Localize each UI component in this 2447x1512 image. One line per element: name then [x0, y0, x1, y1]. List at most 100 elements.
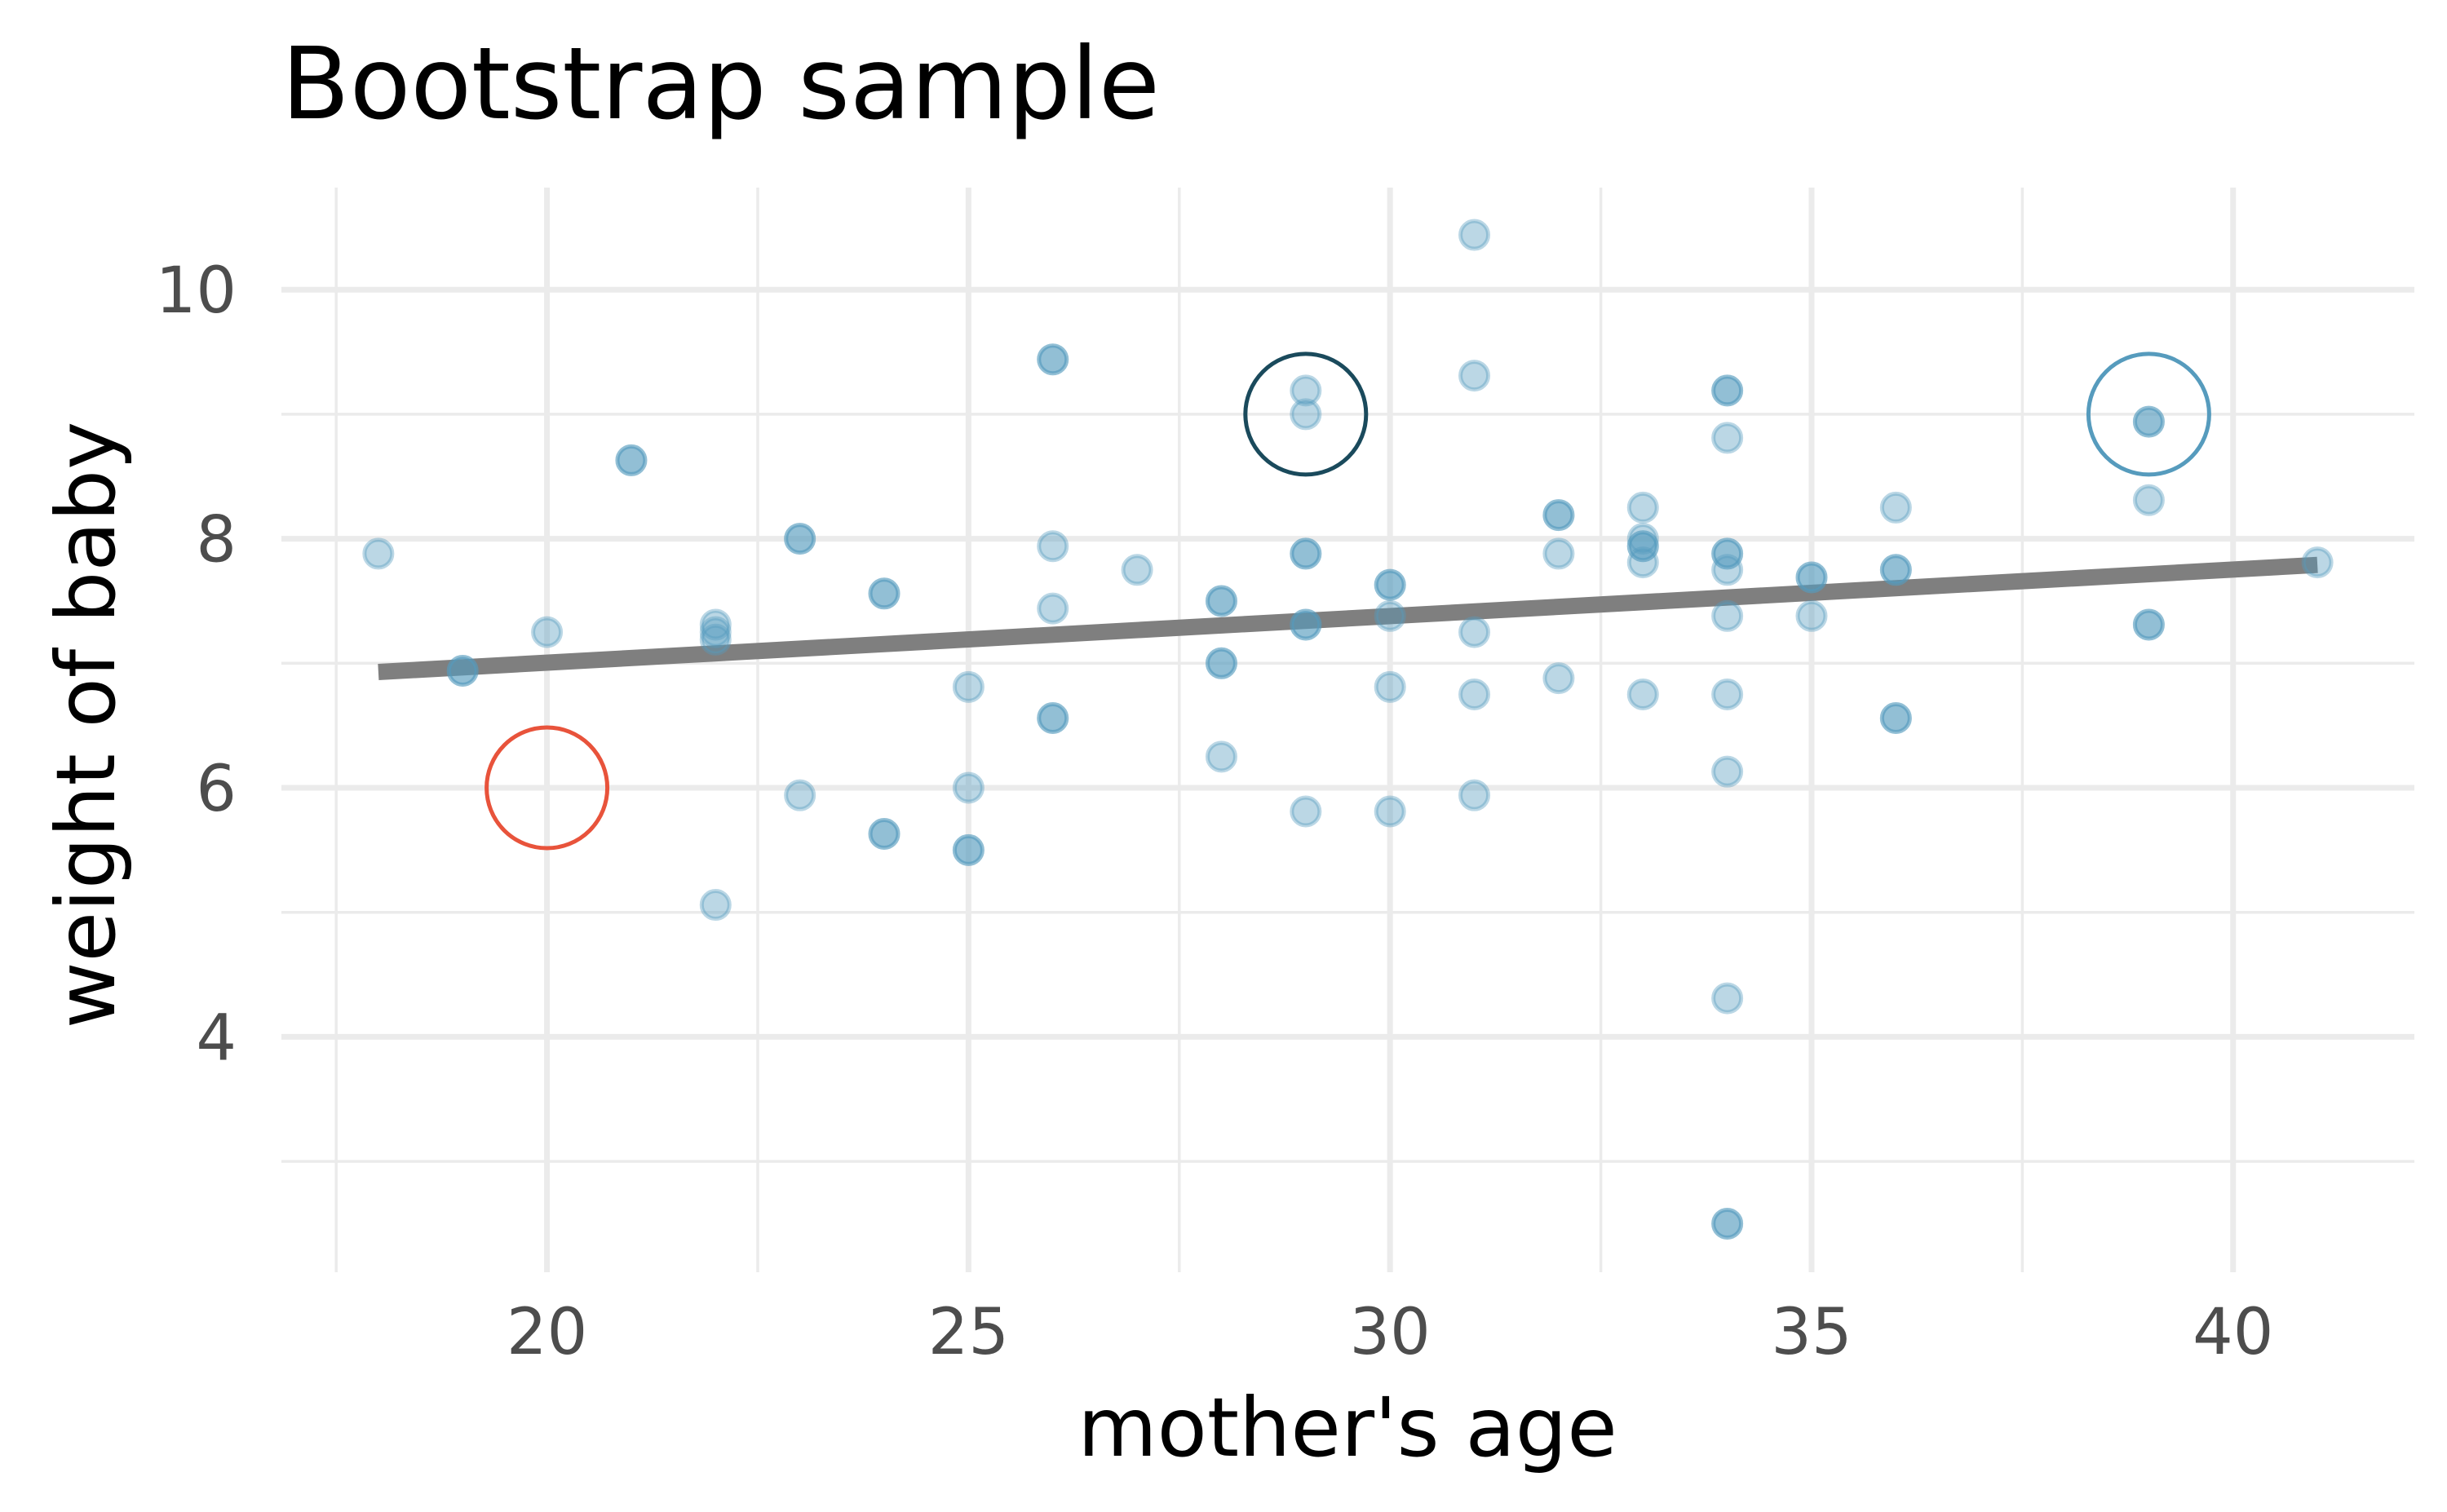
data-point — [1374, 599, 1406, 632]
data-point — [362, 537, 395, 570]
y-axis-title: weight of baby — [38, 422, 134, 1029]
data-point — [784, 779, 816, 811]
data-point — [784, 523, 816, 555]
data-point — [615, 444, 648, 476]
data-point — [1374, 795, 1406, 828]
y-tick-label: 6 — [196, 753, 237, 826]
data-point — [699, 623, 732, 656]
data-point — [1542, 537, 1575, 570]
data-point — [1290, 608, 1322, 641]
data-point — [1542, 662, 1575, 695]
highlight-circle — [2086, 351, 2211, 477]
data-point — [1626, 491, 1659, 524]
data-point — [952, 833, 985, 866]
data-point — [1795, 599, 1828, 632]
highlight-circles — [485, 351, 2211, 851]
highlight-circle — [485, 725, 610, 851]
data-point — [952, 833, 985, 866]
data-point — [1879, 491, 1912, 524]
data-point — [446, 654, 479, 687]
data-point — [1205, 647, 1237, 679]
data-point — [531, 616, 564, 648]
data-point — [1037, 701, 1069, 734]
data-point — [1458, 360, 1491, 392]
data-point — [1711, 1207, 1744, 1240]
data-point — [1205, 647, 1237, 679]
data-point — [1711, 422, 1744, 454]
x-tick-label: 35 — [1771, 1296, 1852, 1369]
data-points — [362, 219, 2334, 1240]
data-point — [1711, 374, 1744, 407]
data-point — [1458, 219, 1491, 251]
y-tick-label: 10 — [156, 254, 237, 328]
data-point — [2132, 484, 2165, 516]
data-point — [1626, 523, 1659, 555]
data-point — [1290, 398, 1322, 431]
data-point — [784, 523, 816, 555]
data-point — [1374, 670, 1406, 703]
data-point — [446, 654, 479, 687]
regression-line — [378, 556, 2318, 680]
data-point — [1626, 678, 1659, 710]
data-point — [1542, 499, 1575, 532]
data-point — [1711, 537, 1744, 570]
data-point — [1290, 608, 1322, 641]
data-point — [1458, 779, 1491, 811]
data-point — [1711, 1207, 1744, 1240]
data-point — [1711, 678, 1744, 710]
data-point — [1290, 537, 1322, 570]
x-tick-label: 40 — [2193, 1296, 2273, 1369]
x-axis-ticks: 20 25 30 35 40 — [507, 1296, 2273, 1369]
y-axis-ticks: 4 6 8 10 — [156, 254, 237, 1075]
data-point — [868, 577, 900, 610]
regression-line-group — [378, 556, 2318, 680]
y-tick-label: 4 — [196, 1001, 237, 1075]
data-point — [1795, 561, 1828, 594]
data-point — [699, 889, 732, 922]
data-point — [2132, 608, 2165, 641]
data-point — [1037, 343, 1069, 376]
data-point — [868, 818, 900, 851]
data-point — [2132, 405, 2165, 438]
y-tick-label: 8 — [196, 504, 237, 577]
data-point — [1711, 374, 1744, 407]
x-axis-title: mother's age — [1077, 1380, 1617, 1475]
data-point — [1879, 554, 1912, 586]
data-point — [1879, 701, 1912, 734]
data-point — [1879, 554, 1912, 586]
data-point — [1711, 755, 1744, 788]
data-point — [1626, 530, 1659, 563]
data-point — [1205, 741, 1237, 773]
data-point — [1037, 343, 1069, 376]
data-point — [1205, 585, 1237, 617]
data-point — [1711, 982, 1744, 1015]
data-point — [699, 616, 732, 648]
x-tick-label: 25 — [928, 1296, 1009, 1369]
data-point — [1037, 701, 1069, 734]
data-point — [1711, 537, 1744, 570]
x-tick-label: 20 — [507, 1296, 587, 1369]
data-point — [1542, 499, 1575, 532]
grid — [281, 188, 2414, 1272]
data-point — [1037, 530, 1069, 563]
chart-title: Bootstrap sample — [281, 26, 1160, 142]
data-point — [1879, 701, 1912, 734]
data-point — [1626, 546, 1659, 579]
highlight-circle — [1243, 351, 1369, 477]
data-point — [952, 771, 985, 804]
data-point — [2301, 546, 2334, 579]
x-tick-label: 30 — [1350, 1296, 1431, 1369]
data-point — [1626, 530, 1659, 563]
data-point — [1121, 554, 1153, 586]
data-point — [952, 670, 985, 703]
data-point — [1795, 561, 1828, 594]
data-point — [1205, 585, 1237, 617]
data-point — [2132, 608, 2165, 641]
data-point — [868, 577, 900, 610]
data-point — [1374, 568, 1406, 601]
data-point — [1290, 374, 1322, 407]
data-point — [699, 608, 732, 641]
data-point — [1711, 554, 1744, 586]
data-point — [1458, 616, 1491, 648]
